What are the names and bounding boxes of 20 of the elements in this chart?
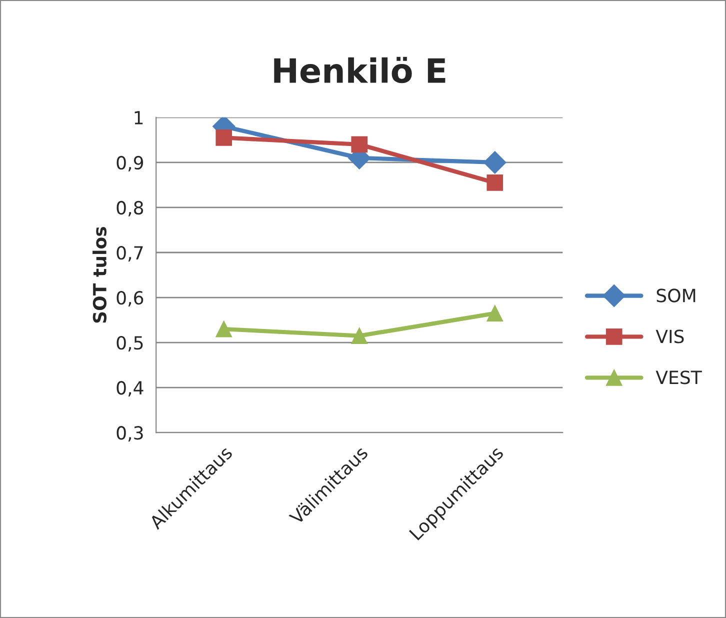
y-tick-label: 0,3 bbox=[116, 426, 143, 442]
point bbox=[486, 174, 504, 191]
point bbox=[216, 130, 232, 146]
point bbox=[486, 305, 504, 322]
point bbox=[351, 328, 368, 344]
y-axis-title: SOT tulos bbox=[92, 226, 107, 323]
y-tick-label: 0,7 bbox=[116, 246, 143, 262]
legend-label: SOM bbox=[656, 288, 696, 302]
y-tick-label: 0,9 bbox=[116, 156, 144, 172]
point bbox=[351, 136, 368, 153]
y-tick-label: 1 bbox=[134, 111, 143, 124]
point bbox=[216, 320, 232, 338]
y-tick-label: 0,6 bbox=[116, 290, 144, 306]
y-tick-label: 0,5 bbox=[116, 336, 143, 352]
y-tick-label: 0,4 bbox=[116, 381, 144, 397]
y-tick-label: 0,8 bbox=[116, 200, 144, 216]
point bbox=[484, 151, 506, 174]
legend-label: VEST bbox=[656, 370, 702, 384]
legend-label: VIS bbox=[656, 330, 684, 344]
chart-title: Henkilö E bbox=[274, 56, 446, 84]
